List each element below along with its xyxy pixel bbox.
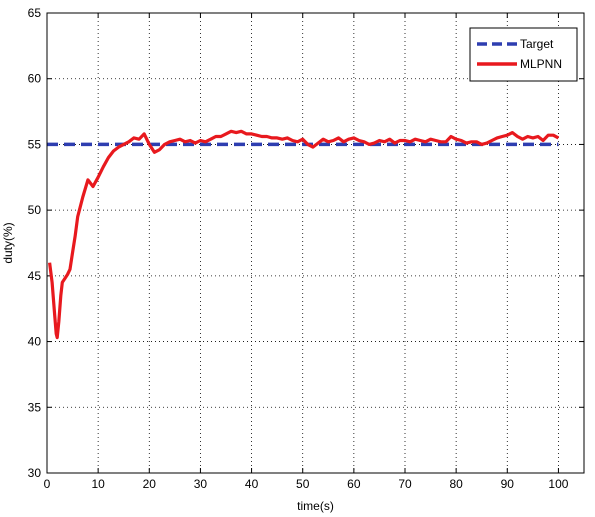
y-tick-label: 50	[28, 203, 42, 217]
x-tick-label: 80	[449, 477, 463, 491]
x-tick-label: 60	[347, 477, 361, 491]
legend: Target MLPNN	[469, 27, 578, 82]
series-line-mlpnn	[48, 129, 560, 340]
y-tick-label: 30	[28, 466, 42, 480]
y-tick-label: 65	[28, 6, 42, 20]
y-tick-label: 60	[28, 72, 42, 86]
x-axis-label: time(s)	[297, 499, 334, 513]
x-tick-label: 90	[501, 477, 515, 491]
y-tick-label: 35	[28, 400, 42, 414]
x-tick-label: 100	[548, 477, 568, 491]
x-axis-ticks: 0 10 20 30 40 50 60 70 80 90 100	[44, 13, 569, 491]
x-tick-label: 20	[143, 477, 157, 491]
legend-label-target: Target	[520, 37, 554, 51]
series-group	[47, 129, 560, 340]
x-tick-label: 70	[398, 477, 412, 491]
x-tick-label: 50	[296, 477, 310, 491]
y-tick-label: 45	[28, 269, 42, 283]
y-axis-ticks: 30 35 40 45 50 55 60 65	[28, 6, 584, 480]
x-tick-label: 40	[245, 477, 259, 491]
y-axis-label: duty(%)	[1, 222, 15, 263]
y-tick-label: 55	[28, 137, 42, 151]
y-tick-label: 40	[28, 335, 42, 349]
x-tick-label: 10	[91, 477, 105, 491]
x-tick-label: 30	[194, 477, 208, 491]
x-tick-label: 0	[44, 477, 51, 491]
legend-box	[469, 27, 578, 82]
legend-label-mlpnn: MLPNN	[520, 57, 562, 71]
plot-frame	[46, 12, 585, 474]
